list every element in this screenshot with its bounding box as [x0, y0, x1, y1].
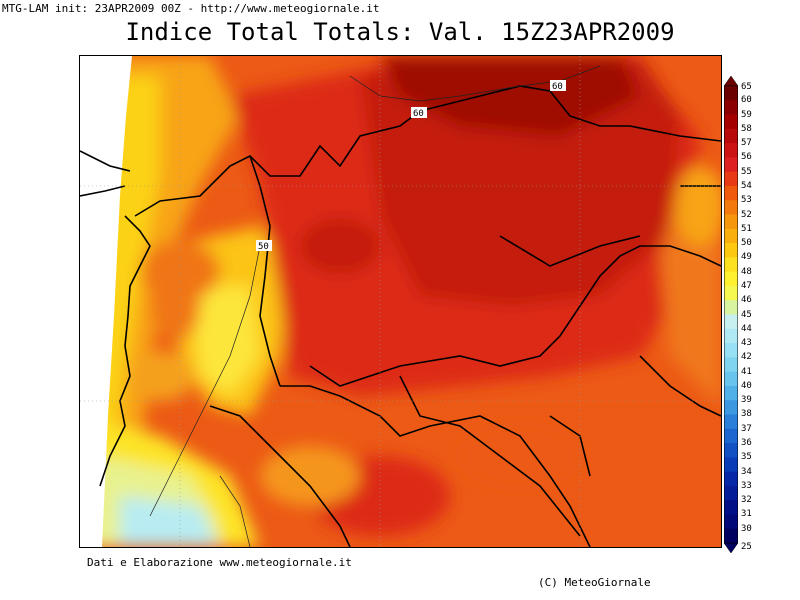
colorbar-top-arrow	[724, 76, 738, 87]
colorbar-label: 48	[741, 266, 752, 277]
colorbar-swatch	[724, 443, 738, 458]
colorbar-label: 58	[741, 123, 752, 134]
no-data-area	[80, 56, 132, 547]
colorbar-swatch	[724, 214, 738, 230]
colorbar-swatch	[724, 514, 738, 530]
colorbar-swatch	[724, 86, 738, 101]
colorbar-label: 47	[741, 280, 752, 291]
colorbar-label: 35	[741, 452, 752, 463]
contour-label: 60	[413, 109, 424, 119]
colorbar-swatch	[724, 343, 738, 358]
colorbar-label: 37	[741, 423, 752, 434]
contour-label: 60	[552, 82, 563, 92]
colorbar-swatch	[724, 500, 738, 515]
colorbar-label: 33	[741, 480, 752, 491]
colorbar-swatch	[724, 328, 738, 344]
colorbar-swatch	[724, 143, 738, 158]
colorbar-label: 30	[741, 523, 752, 534]
colorbar-label: 60	[741, 95, 752, 106]
colorbar-swatch	[724, 243, 738, 258]
colorbar-label: 50	[741, 238, 752, 249]
colorbar-swatch	[724, 428, 738, 444]
colorbar-label: 46	[741, 295, 752, 306]
colorbar-label: 54	[741, 180, 752, 191]
colorbar-swatch	[724, 114, 738, 130]
colorbar-swatch	[724, 100, 738, 116]
colorbar	[724, 76, 738, 553]
colorbar-swatch	[724, 357, 738, 373]
colorbar-swatch	[724, 300, 738, 315]
colorbar-label: 65	[741, 82, 752, 92]
colorbar-label: 52	[741, 209, 752, 220]
colorbar-label: 55	[741, 166, 752, 177]
colorbar-label: 44	[741, 323, 752, 334]
copyright: (C) MeteoGiornale	[538, 576, 651, 589]
colorbar-swatch	[724, 414, 738, 430]
colorbar-swatch	[724, 314, 738, 330]
colorbar-swatch	[724, 228, 738, 244]
colorbar-label: 45	[741, 309, 752, 320]
colorbar-label: 36	[741, 438, 752, 449]
gridlines	[80, 56, 721, 547]
colorbar-swatch	[724, 528, 738, 544]
colorbar-swatch	[724, 157, 738, 173]
colorbar-label: 43	[741, 338, 752, 349]
colorbar-label: 59	[741, 109, 752, 120]
colorbar-bottom-arrow	[724, 542, 738, 553]
colorbar-label: 34	[741, 466, 752, 477]
colorbar-label: 42	[741, 352, 752, 363]
weather-map: 60 60 50	[79, 55, 722, 548]
colorbar-label: 32	[741, 495, 752, 506]
contour-labels: 60 60 50	[256, 80, 566, 252]
colorbar-swatch	[724, 400, 738, 415]
colorbar-label: 31	[741, 509, 752, 520]
colorbar-swatch	[724, 271, 738, 287]
colorbar-swatch	[724, 257, 738, 273]
colorbar-label: 57	[741, 138, 752, 149]
map-canvas: 60 60 50	[80, 56, 721, 547]
colorbar-swatch	[724, 200, 738, 216]
colorbar-label: 41	[741, 366, 752, 377]
colorbar-swatch	[724, 185, 738, 201]
colorbar-label: 39	[741, 395, 752, 406]
contour-label: 50	[258, 242, 269, 252]
colorbar-swatch	[724, 385, 738, 401]
colorbar-swatch	[724, 471, 738, 487]
colorbar-labels: 65 60 59 58 57 56 55 54 53 52 51 50 49 48 47 46 45 44 43 42…	[741, 76, 791, 553]
colorbar-label: 49	[741, 252, 752, 263]
colorbar-swatch	[724, 285, 738, 301]
colorbar-swatch	[724, 485, 738, 501]
colorbar-swatch	[724, 371, 738, 387]
header-info: MTG-LAM init: 23APR2009 00Z - http://www…	[2, 2, 380, 15]
colorbar-label: 56	[741, 152, 752, 163]
colorbar-label: 38	[741, 409, 752, 420]
colorbar-label: 40	[741, 380, 752, 391]
colorbar-label: 53	[741, 195, 752, 206]
colorbar-swatch	[724, 128, 738, 144]
map-title: Indice Total Totals: Val. 15Z23APR2009	[125, 18, 675, 46]
colorbar-label: 51	[741, 223, 752, 234]
colorbar-swatch	[724, 457, 738, 473]
data-credit: Dati e Elaborazione www.meteogiornale.it	[87, 556, 352, 569]
colorbar-label: 25	[741, 542, 752, 552]
colorbar-swatch	[724, 171, 738, 187]
